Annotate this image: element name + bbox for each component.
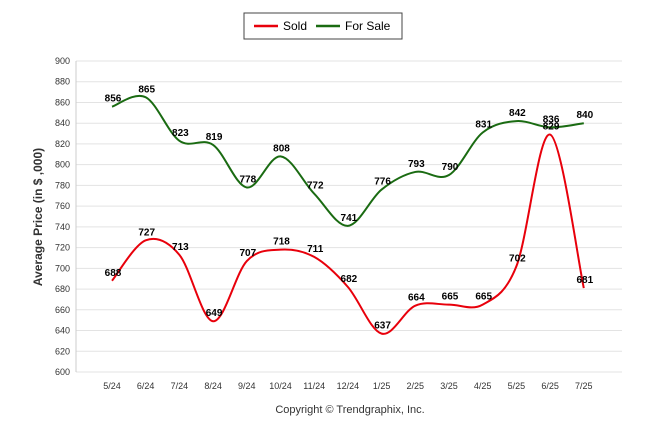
legend: Sold For Sale	[243, 12, 403, 40]
data-label: 713	[172, 242, 189, 253]
x-tick-label: 6/24	[137, 381, 155, 391]
x-tick-label: 3/25	[440, 381, 458, 391]
data-label: 840	[576, 110, 593, 121]
y-tick-label: 740	[55, 222, 70, 232]
data-label: 865	[138, 84, 155, 95]
x-tick-label: 1/25	[373, 381, 391, 391]
data-label: 649	[206, 308, 223, 319]
x-tick-label: 10/24	[269, 381, 292, 391]
data-label: 718	[273, 237, 290, 248]
x-tick-label: 2/25	[407, 381, 425, 391]
data-label: 842	[509, 108, 526, 119]
data-label: 681	[576, 275, 593, 286]
data-label: 711	[307, 244, 324, 255]
x-tick-label: 12/24	[337, 381, 360, 391]
x-tick-label: 7/24	[171, 381, 189, 391]
y-tick-label: 800	[55, 160, 70, 170]
data-label: 664	[408, 293, 425, 304]
y-tick-label: 900	[55, 56, 70, 66]
x-tick-label: 6/25	[541, 381, 559, 391]
data-label: 702	[509, 253, 526, 264]
x-tick-label: 9/24	[238, 381, 256, 391]
legend-label-sold: Sold	[283, 19, 307, 33]
data-label: 829	[543, 122, 560, 133]
series-lines	[111, 94, 585, 335]
y-tick-label: 680	[55, 284, 70, 294]
data-label: 665	[475, 292, 492, 303]
data-label: 707	[239, 248, 256, 259]
x-tick-label: 7/25	[575, 381, 593, 391]
y-tick-label: 780	[55, 180, 70, 190]
x-tick-label: 4/25	[474, 381, 492, 391]
y-tick-label: 720	[55, 243, 70, 253]
y-tick-label: 640	[55, 326, 70, 336]
y-tick-label: 880	[55, 77, 70, 87]
data-label: 727	[138, 227, 155, 238]
data-label: 823	[172, 128, 189, 139]
y-tick-label: 760	[55, 201, 70, 211]
data-label: 831	[475, 120, 492, 131]
legend-label-for-sale: For Sale	[345, 19, 391, 33]
data-label: 793	[408, 159, 425, 170]
data-label: 776	[374, 177, 391, 188]
y-tick-label: 840	[55, 118, 70, 128]
data-label: 637	[374, 321, 391, 332]
y-tick-label: 620	[55, 346, 70, 356]
data-labels: 688 727 713 649 707 718 711 682 637 664 665 665 702 8…	[105, 84, 594, 331]
data-label: 741	[341, 213, 358, 224]
data-label: 665	[442, 292, 459, 303]
data-label: 836	[543, 114, 560, 125]
data-label: 772	[307, 181, 324, 192]
x-axis-ticks: 5/24 6/24 7/24 8/24 9/24 10/24 11/24 12/24 1/25 2…	[103, 381, 592, 391]
series-line-for-sale	[111, 94, 584, 227]
y-tick-label: 660	[55, 305, 70, 315]
y-tick-label: 820	[55, 139, 70, 149]
data-label: 688	[105, 268, 122, 279]
data-label: 808	[273, 143, 290, 154]
data-label: 790	[442, 162, 459, 173]
copyright-footer: Copyright © Trendgraphix, Inc.	[275, 404, 424, 416]
y-axis-label: Average Price (in $ ,000)	[31, 148, 45, 286]
y-tick-label: 860	[55, 97, 70, 107]
x-tick-label: 8/24	[204, 381, 222, 391]
x-tick-label: 5/24	[103, 381, 121, 391]
x-tick-label: 11/24	[303, 381, 325, 391]
data-label: 856	[105, 94, 122, 105]
data-label: 778	[239, 174, 256, 185]
x-tick-label: 5/25	[508, 381, 526, 391]
y-tick-label: 700	[55, 263, 70, 273]
series-line-sold	[111, 133, 585, 335]
data-label: 682	[341, 274, 358, 285]
y-axis-ticks: 600 620 640 660 680 700 720 740 760 780 800 820 840 8…	[55, 56, 70, 377]
y-tick-label: 600	[55, 367, 70, 377]
data-label: 819	[206, 132, 223, 143]
